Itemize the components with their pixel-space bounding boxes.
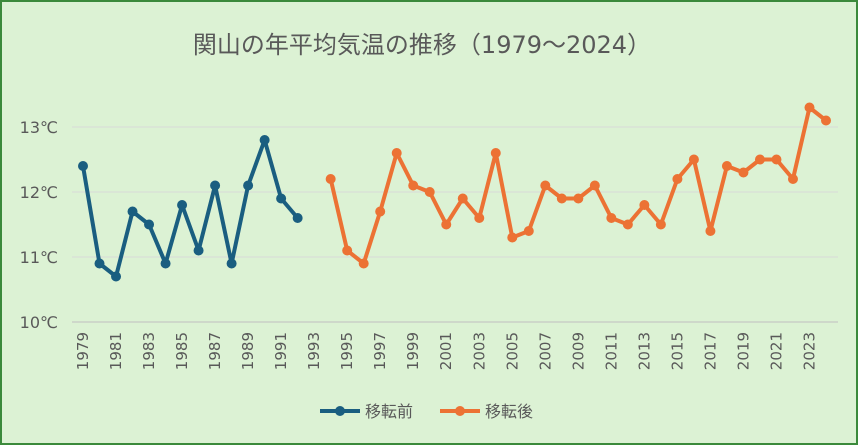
data-point xyxy=(771,154,782,165)
data-point xyxy=(94,258,105,269)
data-point xyxy=(507,232,518,243)
series-line xyxy=(81,138,300,279)
series-移転前 xyxy=(78,135,303,282)
data-point xyxy=(705,226,716,236)
data-point xyxy=(457,193,468,204)
data-point xyxy=(193,245,204,256)
data-point xyxy=(821,115,831,126)
x-tick-label: 1991 xyxy=(272,332,290,370)
legend-label: 移転後 xyxy=(485,402,533,421)
data-point xyxy=(490,148,501,158)
data-point xyxy=(672,174,683,184)
data-point xyxy=(474,213,485,223)
data-point xyxy=(210,180,221,191)
x-tick-label: 2013 xyxy=(635,332,653,370)
data-point xyxy=(523,226,534,236)
x-tick-label: 2001 xyxy=(437,332,455,370)
x-tick-label: 1987 xyxy=(206,332,224,370)
data-point xyxy=(259,135,270,145)
x-tick-label: 2019 xyxy=(734,332,752,370)
series-移転後 xyxy=(325,102,831,269)
legend-marker xyxy=(455,406,465,416)
x-tick-label: 2021 xyxy=(767,332,785,370)
data-point xyxy=(424,187,435,197)
data-point xyxy=(606,213,617,223)
x-tick-label: 1997 xyxy=(371,332,389,370)
data-point xyxy=(804,102,815,113)
x-tick-label: 1995 xyxy=(338,332,356,370)
data-point xyxy=(358,258,369,269)
data-point xyxy=(688,154,699,165)
y-tick-label: 10℃ xyxy=(20,313,58,332)
x-tick-label: 1979 xyxy=(74,332,92,370)
data-point xyxy=(375,206,386,217)
x-tick-label: 1993 xyxy=(305,332,323,370)
x-tick-label: 2003 xyxy=(470,332,488,370)
legend-marker xyxy=(335,406,345,416)
chart-title: 関山の年平均気温の推移（1979～2024） xyxy=(193,31,651,59)
data-point xyxy=(243,180,254,191)
x-tick-label: 2007 xyxy=(536,332,554,370)
data-point xyxy=(408,180,419,191)
x-tick-label: 2011 xyxy=(602,332,620,370)
data-point xyxy=(787,174,798,184)
data-point xyxy=(111,271,122,282)
data-point xyxy=(127,206,138,217)
x-tick-label: 1989 xyxy=(239,332,257,370)
x-tick-label: 1985 xyxy=(173,332,191,370)
y-tick-label: 11℃ xyxy=(20,248,58,267)
data-point xyxy=(540,180,551,191)
x-tick-label: 1999 xyxy=(404,332,422,370)
data-point xyxy=(292,213,303,223)
data-point xyxy=(721,161,732,171)
data-point xyxy=(622,219,633,230)
y-tick-label: 12℃ xyxy=(20,183,58,202)
x-tick-label: 2015 xyxy=(668,332,686,370)
data-point xyxy=(441,219,452,230)
x-tick-label: 2023 xyxy=(800,332,818,370)
x-tick-label: 2005 xyxy=(503,332,521,370)
data-point xyxy=(342,245,353,256)
x-tick-label: 1983 xyxy=(140,332,158,370)
data-point xyxy=(573,193,584,204)
data-point xyxy=(325,174,336,184)
x-tick-label: 2009 xyxy=(569,332,587,370)
data-point xyxy=(160,258,171,269)
data-point xyxy=(144,219,155,230)
data-point xyxy=(391,148,402,158)
legend-label: 移転前 xyxy=(365,402,413,421)
y-tick-label: 13℃ xyxy=(20,118,58,137)
x-tick-label: 2017 xyxy=(701,332,719,370)
data-point xyxy=(738,167,749,178)
data-point xyxy=(78,161,88,171)
data-point xyxy=(639,200,650,210)
data-point xyxy=(754,154,765,165)
x-tick-label: 1981 xyxy=(107,332,125,370)
data-point xyxy=(177,200,188,210)
legend-item: 移転後 xyxy=(440,402,533,421)
data-point xyxy=(655,219,666,230)
data-point xyxy=(589,180,600,191)
data-point xyxy=(276,193,287,204)
data-point xyxy=(556,193,567,204)
legend-item: 移転前 xyxy=(320,402,413,421)
data-point xyxy=(226,258,237,269)
